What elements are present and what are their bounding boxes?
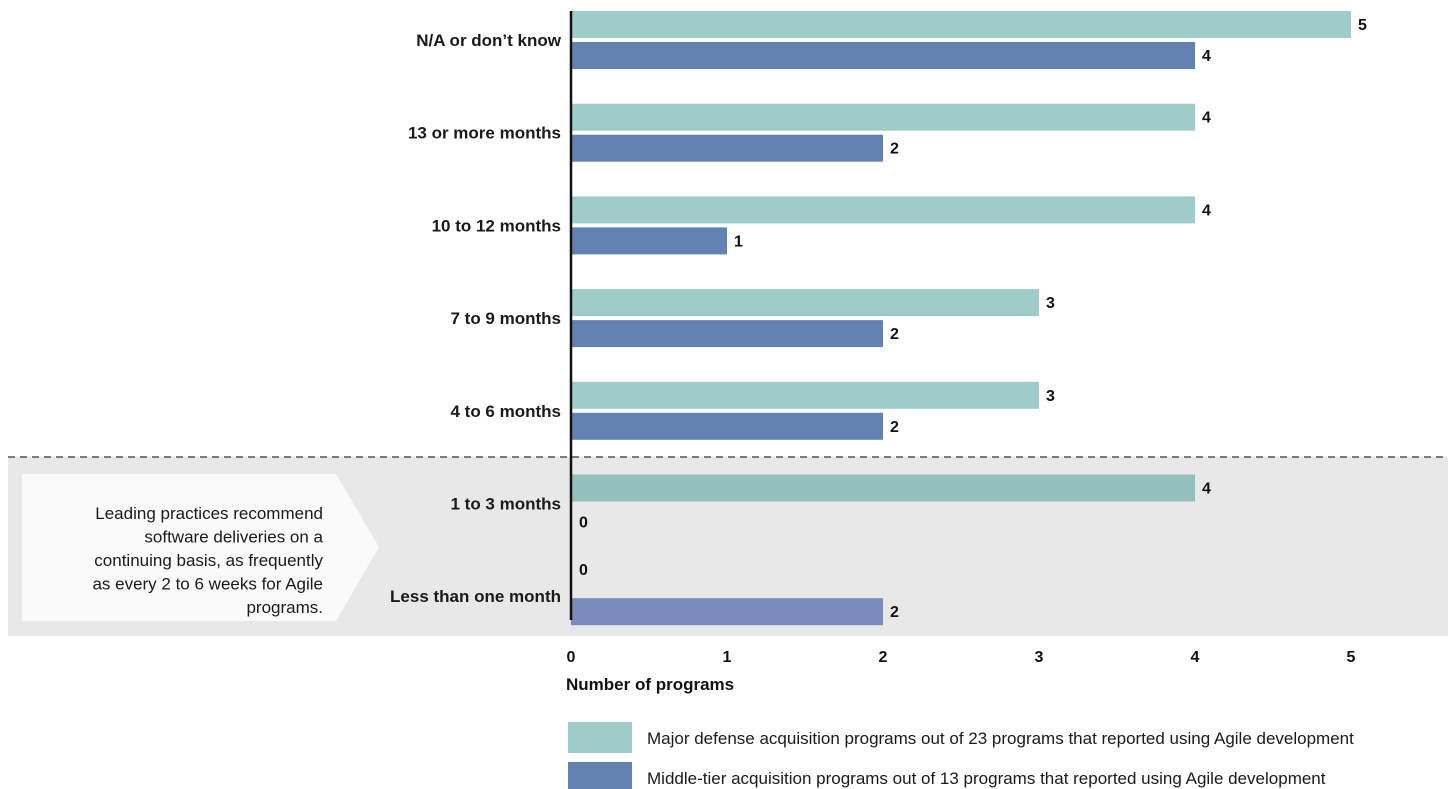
- value-label: 1: [734, 233, 743, 250]
- category-label: 13 or more months: [408, 124, 561, 143]
- category-label: 10 to 12 months: [432, 216, 561, 235]
- value-label: 5: [1358, 17, 1367, 34]
- callout-note: Leading practices recommend software deli…: [92, 504, 323, 617]
- category-label: N/A or don’t know: [416, 31, 562, 50]
- bar-major-defense-5: [571, 474, 1195, 502]
- category-label: 7 to 9 months: [450, 309, 561, 328]
- value-label: 0: [579, 562, 588, 579]
- value-label: 0: [579, 515, 588, 532]
- value-label: 2: [890, 419, 899, 436]
- bar-middle-tier-6: [571, 598, 883, 626]
- bar-major-defense-3: [571, 289, 1039, 317]
- value-label: 4: [1202, 48, 1211, 65]
- legend-label: Middle-tier acquisition programs out of …: [647, 769, 1326, 788]
- x-tick-label: 5: [1347, 649, 1356, 666]
- legend-label: Major defense acquisition programs out o…: [647, 729, 1354, 748]
- bar-major-defense-4: [571, 381, 1039, 409]
- category-label: 4 to 6 months: [450, 402, 561, 421]
- x-tick-label: 0: [567, 649, 576, 666]
- legend-swatch: [568, 762, 632, 789]
- bar-middle-tier-3: [571, 320, 883, 348]
- value-label: 3: [1046, 388, 1055, 405]
- x-tick-label: 4: [1191, 649, 1200, 666]
- legend: Major defense acquisition programs out o…: [568, 722, 1354, 789]
- category-label: Less than one month: [390, 587, 561, 606]
- x-tick-label: 2: [879, 649, 888, 666]
- bar-middle-tier-4: [571, 412, 883, 440]
- value-label: 4: [1202, 481, 1211, 498]
- value-label: 2: [890, 604, 899, 621]
- value-label: 4: [1202, 110, 1211, 127]
- value-label: 2: [890, 326, 899, 343]
- bar-middle-tier-1: [571, 134, 883, 162]
- axis-layer: 0 1 2 3 4 5: [567, 11, 1356, 666]
- value-label: 4: [1202, 202, 1211, 219]
- x-axis-title: Number of programs: [566, 675, 734, 694]
- bar-major-defense-0: [571, 11, 1351, 38]
- bar-middle-tier-2: [571, 227, 727, 255]
- category-label: 1 to 3 months: [450, 495, 561, 514]
- callout-arrow: [22, 474, 379, 621]
- x-tick-label: 3: [1035, 649, 1044, 666]
- value-label: 3: [1046, 295, 1055, 312]
- bar-major-defense-1: [571, 103, 1195, 131]
- value-label: 2: [890, 141, 899, 158]
- bar-middle-tier-0: [571, 42, 1195, 69]
- bars-layer: [571, 11, 1351, 626]
- legend-swatch: [568, 722, 632, 753]
- x-tick-label: 1: [723, 649, 732, 666]
- labels-layer: 5 4 N/A or don’t know 4 2 13 or more months 4 1…: [390, 17, 1367, 621]
- bar-major-defense-2: [571, 196, 1195, 224]
